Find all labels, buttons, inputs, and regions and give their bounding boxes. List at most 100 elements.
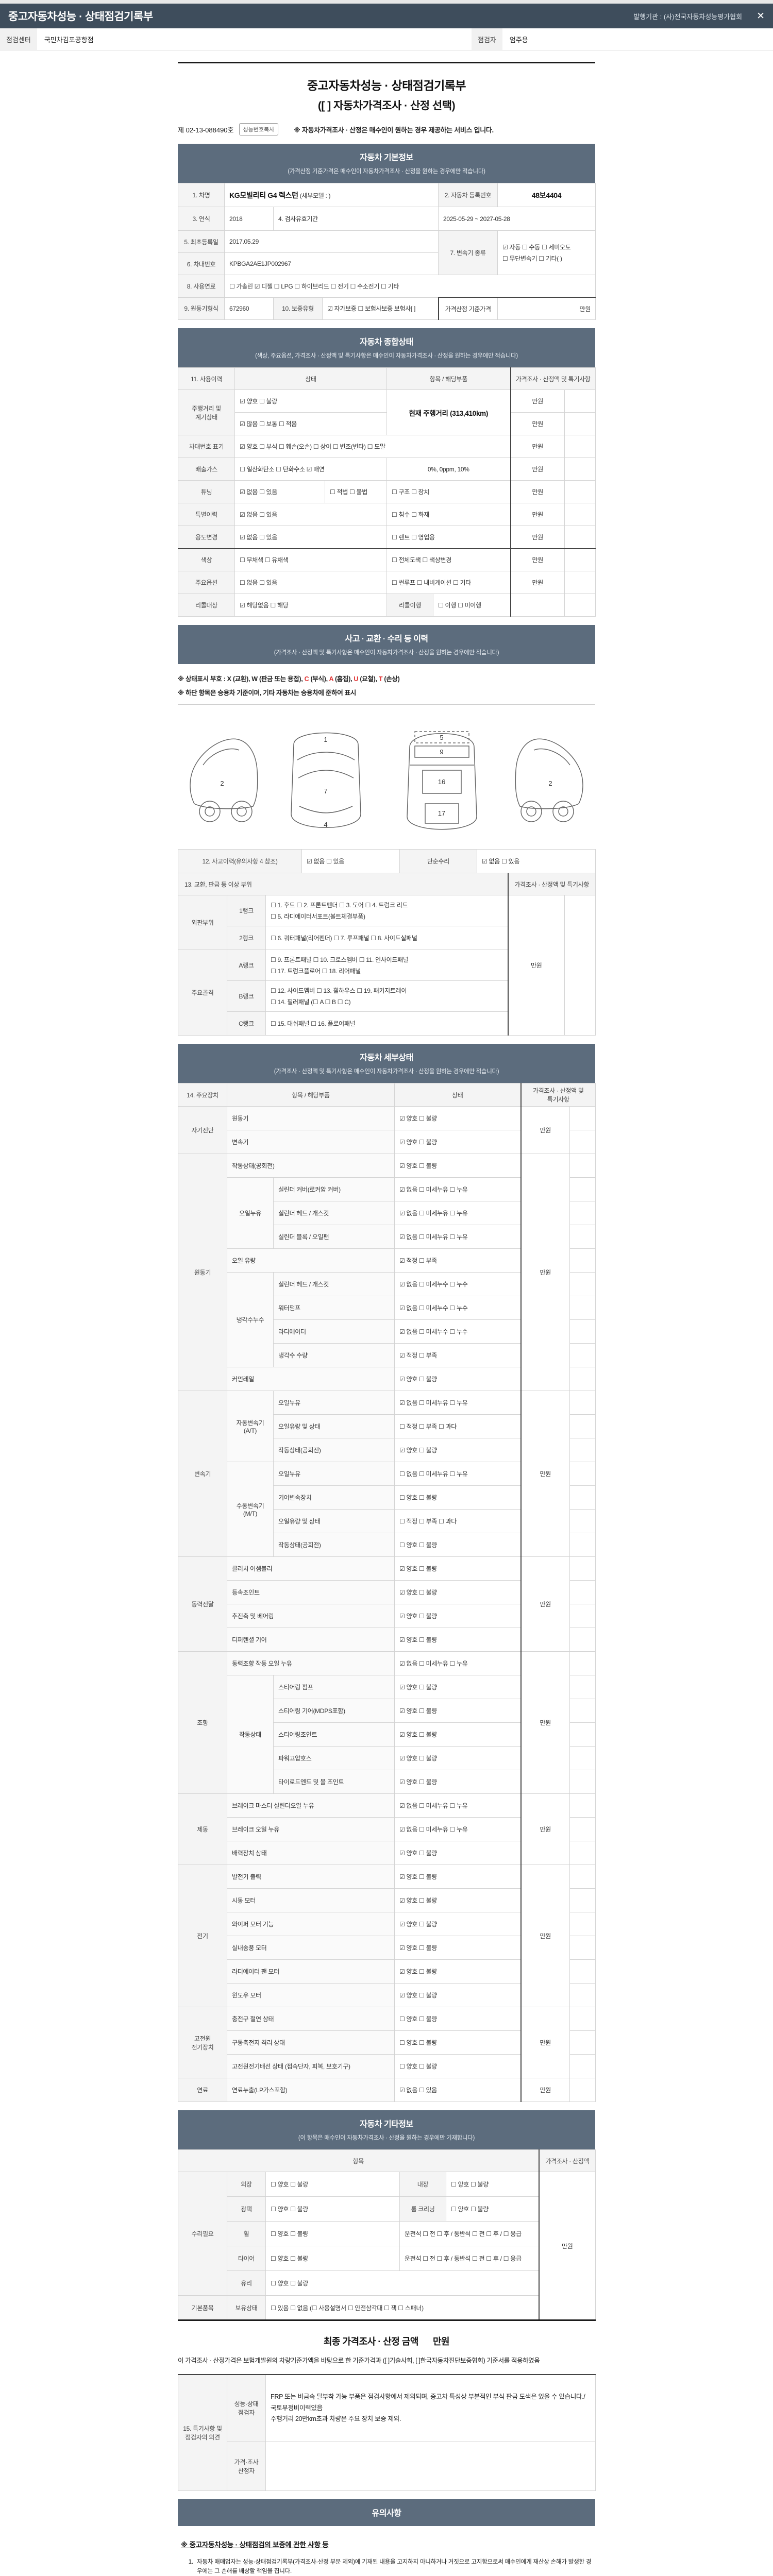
detail-state-cell[interactable]: ☐ 양호 ☐ 불량 xyxy=(394,2030,522,2055)
glass-state[interactable]: ☐ 양호 ☐ 불량 xyxy=(265,2270,540,2296)
detail-state-cell[interactable]: ☑ 양호 ☐ 불량 xyxy=(394,1130,522,1154)
detail-state-cell[interactable]: ☑ 양호 ☐ 불량 xyxy=(394,1604,522,1628)
warranty-value[interactable]: ☑ 자가보증 ☐ 보험사보증 보험사[ ] xyxy=(322,297,439,320)
special-state2[interactable]: ☐ 침수 ☐ 화재 xyxy=(386,503,511,526)
base-price-unit[interactable]: 만원 xyxy=(497,297,596,320)
tuning-state2[interactable]: ☐ 적법 ☐ 불법 xyxy=(324,480,388,503)
detail-item-label: 오일누유 xyxy=(273,1462,395,1486)
detail-item-label: 작동상태(공회전) xyxy=(273,1438,395,1462)
rankB-items[interactable]: ☐ 12. 사이드멤버 ☐ 13. 휠하우스 ☐ 19. 패키지트레이 ☐ 14.… xyxy=(265,980,509,1012)
detail-state-cell[interactable]: ☐ 양호 ☐ 불량 xyxy=(394,1533,522,1557)
detail-state-cell[interactable]: ☐ 적정 ☐ 부족 ☐ 과다 xyxy=(394,1414,522,1438)
detail-state-cell[interactable]: ☑ 양호 ☐ 불량 xyxy=(394,1865,522,1889)
rankC-items[interactable]: ☐ 15. 대쉬패널 ☐ 16. 플로어패널 xyxy=(265,1011,509,1036)
detail-state-cell[interactable]: ☑ 양호 ☐ 불량 xyxy=(394,1367,522,1391)
color-state1[interactable]: ☐ 무채색 ☐ 유채색 xyxy=(234,548,388,571)
detail-state-cell[interactable]: ☑ 양호 ☐ 불량 xyxy=(394,1699,522,1723)
exterior-state[interactable]: ☐ 양호 ☐ 불량 xyxy=(265,2172,400,2197)
rank2-items[interactable]: ☐ 6. 쿼터패널(리어펜더) ☐ 7. 루프패널 ☐ 8. 사이드실패널 xyxy=(265,926,509,950)
detail-state-cell[interactable]: ☑ 양호 ☐ 불량 xyxy=(394,1722,522,1747)
mileage-state1[interactable]: ☑ 양호 ☐ 불량 xyxy=(234,389,388,413)
mileage-state2[interactable]: ☑ 많음 ☐ 보통 ☐ 적음 xyxy=(234,412,388,435)
detail-state-cell[interactable]: ☑ 양호 ☐ 불량 xyxy=(394,1675,522,1699)
rank1-items[interactable]: ☐ 1. 후드 ☐ 2. 프론트펜더 ☐ 3. 도어 ☐ 4. 트렁크 리드 ☐ … xyxy=(265,895,509,926)
color-state2[interactable]: ☐ 전체도색 ☐ 색상변경 xyxy=(386,548,511,571)
notice-title: ※ 중고자동차성능 · 상태점검의 보증에 관한 사항 등 xyxy=(181,2540,329,2549)
detail-state-cell[interactable]: ☑ 없음 ☐ 미세누유 ☐ 누유 xyxy=(394,1225,522,1249)
detail-state-cell[interactable]: ☑ 없음 ☐ 미세누유 ☐ 누유 xyxy=(394,1391,522,1415)
detail-state-cell[interactable]: ☑ 없음 ☐ 미세누유 ☐ 누유 xyxy=(394,1793,522,1818)
basic-items-label: 기본품목 xyxy=(178,2295,227,2320)
detail-state-cell[interactable]: ☐ 적정 ☐ 부족 ☐ 과다 xyxy=(394,1509,522,1533)
detail-group-label: 제동 xyxy=(178,1793,227,1865)
emission-state[interactable]: ☐ 일산화탄소 ☐ 탄화수소 ☑ 매연 xyxy=(234,457,388,481)
polish-state[interactable]: ☐ 양호 ☐ 불량 xyxy=(265,2196,400,2222)
detail-item-label: 원동기 xyxy=(226,1106,395,1130)
detail-state-cell[interactable]: ☑ 양호 ☐ 불량 xyxy=(394,1936,522,1960)
detail-state-cell[interactable]: ☑ 없음 ☐ 미세누수 ☐ 누수 xyxy=(394,1272,522,1296)
simple-repair-state[interactable]: ☑ 없음 ☐ 있음 xyxy=(477,849,596,873)
vin-mark-state[interactable]: ☑ 양호 ☐ 부식 ☐ 훼손(오손) ☐ 상이 ☐ 변조(변타) ☐ 도말 xyxy=(234,435,511,458)
detail-state-cell[interactable]: ☑ 양호 ☐ 불량 xyxy=(394,1770,522,1794)
detail-state-cell[interactable]: ☑ 양호 ☐ 불량 xyxy=(394,1746,522,1770)
detail-state-cell[interactable]: ☑ 양호 ☐ 불량 xyxy=(394,1154,522,1178)
detail-state-cell[interactable]: ☐ 양호 ☐ 불량 xyxy=(394,1485,522,1510)
interior-state[interactable]: ☐ 양호 ☐ 불량 xyxy=(445,2172,540,2197)
fuel-value[interactable]: ☐ 가솔린 ☑ 디젤 ☐ LPG ☐ 하이브리드 ☐ 전기 ☐ 수소전기 ☐ 기… xyxy=(224,275,596,298)
detail-state-cell[interactable]: ☐ 양호 ☐ 불량 xyxy=(394,2054,522,2078)
tire-state[interactable]: ☐ 양호 ☐ 불량 xyxy=(265,2246,400,2271)
room-cleaning-state[interactable]: ☐ 양호 ☐ 불량 xyxy=(445,2196,540,2222)
detail-item-label: 디퍼렌셜 기어 xyxy=(226,1628,395,1652)
detail-state-table: 14. 주요장치 항목 / 해당부품 상태 가격조사 · 산정액 및 특기사항 … xyxy=(178,1083,596,2102)
detail-note-cell xyxy=(569,2030,596,2055)
usage-state1[interactable]: ☑ 없음 ☐ 있음 xyxy=(234,526,388,549)
detail-state-cell[interactable]: ☑ 없음 ☐ 미세누유 ☐ 누유 xyxy=(394,1201,522,1225)
state-code-red: A xyxy=(329,675,334,683)
detail-state-cell[interactable]: ☑ 없음 ☐ 미세누유 ☐ 누유 xyxy=(394,1817,522,1841)
detail-state-cell[interactable]: ☑ 양호 ☐ 불량 xyxy=(394,1983,522,2007)
close-icon[interactable]: ✕ xyxy=(757,10,765,22)
usage-state2[interactable]: ☐ 렌트 ☐ 영업용 xyxy=(386,526,511,549)
detail-state-cell[interactable]: ☑ 없음 ☐ 있음 xyxy=(394,2078,522,2102)
detail-state-cell[interactable]: ☑ 양호 ☐ 불량 xyxy=(394,1106,522,1130)
detail-state-cell[interactable]: ☑ 적정 ☐ 부족 xyxy=(394,1343,522,1367)
recall-state1[interactable]: ☑ 해당없음 ☐ 해당 xyxy=(234,594,388,617)
zone-number: 7 xyxy=(324,787,327,795)
options-state1[interactable]: ☐ 없음 ☐ 있음 xyxy=(234,571,388,594)
holding-state[interactable]: ☐ 있음 ☐ 없음 (☐ 사용설명서 ☐ 안전삼각대 ☐ 잭 ☐ 스패너) xyxy=(265,2295,540,2320)
rankA-items[interactable]: ☐ 9. 프론트패널 ☐ 10. 크로스멤버 ☐ 11. 인사이드패널 ☐ 17.… xyxy=(265,950,509,981)
copy-number-button[interactable]: 성능번호복사 xyxy=(239,123,279,135)
detail-state-cell[interactable]: ☑ 없음 ☐ 미세누유 ☐ 누유 xyxy=(394,1651,522,1675)
detail-state-cell[interactable]: ☑ 적정 ☐ 부족 xyxy=(394,1248,522,1273)
detail-state-cell[interactable]: ☑ 양호 ☐ 불량 xyxy=(394,1841,522,1865)
detail-state-cell[interactable]: ☑ 없음 ☐ 미세누수 ☐ 누수 xyxy=(394,1319,522,1344)
detail-state-cell[interactable]: ☐ 없음 ☐ 미세누유 ☐ 누유 xyxy=(394,1462,522,1486)
form-subtitle: ([ ] 자동차가격조사 · 산정 선택) xyxy=(317,100,456,112)
detail-state-cell[interactable]: ☑ 양호 ☐ 불량 xyxy=(394,1438,522,1462)
detail-state-cell[interactable]: ☑ 없음 ☐ 미세누수 ☐ 누수 xyxy=(394,1296,522,1320)
detail-state-cell[interactable]: ☑ 양호 ☐ 불량 xyxy=(394,1912,522,1936)
zone-number: 2 xyxy=(220,779,224,787)
inspector-opinion-text[interactable]: FRP 또는 비금속 탈부착 가능 부품은 점검사항에서 제외되며, 중고차 특… xyxy=(265,2374,596,2442)
detail-state-cell[interactable]: ☐ 양호 ☐ 불량 xyxy=(394,2007,522,2031)
transmission-value[interactable]: ☑ 자동 ☐ 수동 ☐ 세미오토 ☐ 무단변속기 ☐ 기타( ) xyxy=(497,230,596,275)
detail-state-cell[interactable]: ☑ 양호 ☐ 불량 xyxy=(394,1556,522,1581)
special-state1[interactable]: ☑ 없음 ☐ 있음 xyxy=(234,503,388,526)
tuning-state1[interactable]: ☑ 없음 ☐ 있음 xyxy=(234,480,325,503)
col-usage-history: 11. 사용이력 xyxy=(178,367,235,390)
detail-state-cell[interactable]: ☑ 양호 ☐ 불량 xyxy=(394,1888,522,1912)
detail-note-cell xyxy=(569,1225,596,1249)
detail-state-cell[interactable]: ☑ 양호 ☐ 불량 xyxy=(394,1959,522,1984)
wheel-positions[interactable]: 운전석 ☐ 전 ☐ 후 / 동반석 ☐ 전 ☐ 후 / ☐ 응급 xyxy=(399,2221,540,2246)
car-name-value: KG모빌리티 G4 렉스턴 (세부모델 : ) xyxy=(224,183,439,207)
tuning-state3[interactable]: ☐ 구조 ☐ 장치 xyxy=(386,480,511,503)
detail-state-cell[interactable]: ☑ 양호 ☐ 불량 xyxy=(394,1580,522,1604)
detail-state-cell[interactable]: ☑ 없음 ☐ 미세누유 ☐ 누유 xyxy=(394,1177,522,1201)
wheel-state[interactable]: ☐ 양호 ☐ 불량 xyxy=(265,2221,400,2246)
appraiser-opinion-text[interactable] xyxy=(265,2441,596,2491)
accident-history-state[interactable]: ☑ 없음 ☐ 있음 xyxy=(301,849,400,873)
tire-positions[interactable]: 운전석 ☐ 전 ☐ 후 / 동반석 ☐ 전 ☐ 후 / ☐ 응급 xyxy=(399,2246,540,2271)
options-state2[interactable]: ☐ 썬루프 ☐ 내비게이션 ☐ 기타 xyxy=(386,571,511,594)
detail-state-cell[interactable]: ☑ 양호 ☐ 불량 xyxy=(394,1628,522,1652)
recall-state2[interactable]: ☐ 이행 ☐ 미이행 xyxy=(433,594,511,617)
